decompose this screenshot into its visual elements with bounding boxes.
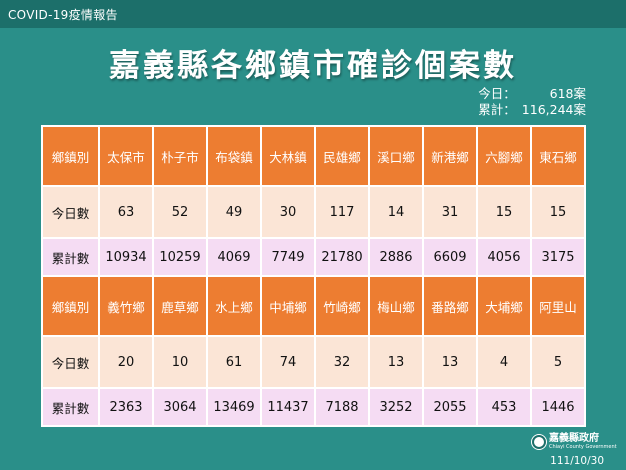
town-name-cell: 梅山鄉: [368, 275, 424, 337]
total-count-cell: 2363: [98, 387, 154, 427]
summary-today: 今日： 618案: [478, 86, 586, 102]
today-count-cell: 13: [422, 335, 478, 389]
today-count-cell: 10: [152, 335, 208, 389]
town-name-cell: 大林鎮: [260, 125, 316, 187]
today-count-cell: 15: [530, 185, 586, 239]
total-count-cell: 7749: [260, 237, 316, 277]
summary-total-value: 116,244案: [521, 102, 586, 117]
logo-name: 嘉義縣政府: [549, 433, 599, 444]
town-row-header: 鄉鎮別: [41, 275, 100, 337]
top-bar: COVID-19疫情報告: [0, 0, 626, 28]
today-count-cell: 14: [368, 185, 424, 239]
total-count-cell: 453: [476, 387, 532, 427]
today-count-cell: 5: [530, 335, 586, 389]
logo-text: 嘉義縣政府 Chiayi County Government: [549, 433, 617, 450]
town-name-cell: 義竹鄉: [98, 275, 154, 337]
report-label: COVID-19疫情報告: [8, 8, 118, 22]
county-seal-icon: [532, 434, 546, 449]
total-count-cell: 7188: [314, 387, 370, 427]
total-row: 累計數 10934 10259 4069 7749 21780 2886 6609 4056 31…: [41, 237, 586, 277]
today-row: 今日數 63 52 49 30 117 14 31 15 15: [41, 185, 586, 239]
summary-today-value: 618案: [549, 86, 586, 101]
total-count-cell: 10259: [152, 237, 208, 277]
town-row-header: 鄉鎮別: [41, 125, 100, 187]
today-count-cell: 61: [206, 335, 262, 389]
total-count-cell: 2886: [368, 237, 424, 277]
total-count-cell: 2055: [422, 387, 478, 427]
total-count-cell: 10934: [98, 237, 154, 277]
town-row: 鄉鎮別 義竹鄉 鹿草鄉 水上鄉 中埔鄉 竹崎鄉 梅山鄉 番路鄉 大埔鄉 阿里山: [41, 275, 586, 337]
today-count-cell: 30: [260, 185, 316, 239]
town-name-cell: 太保市: [98, 125, 154, 187]
total-count-cell: 1446: [530, 387, 586, 427]
total-row: 累計數 2363 3064 13469 11437 7188 3252 2055 453 1446: [41, 387, 586, 427]
total-row-header: 累計數: [41, 387, 100, 427]
logo-subtitle: Chiayi County Government: [549, 444, 617, 450]
today-count-cell: 31: [422, 185, 478, 239]
total-count-cell: 3175: [530, 237, 586, 277]
town-name-cell: 東石鄉: [530, 125, 586, 187]
town-name-cell: 阿里山: [530, 275, 586, 337]
town-name-cell: 民雄鄉: [314, 125, 370, 187]
today-count-cell: 52: [152, 185, 208, 239]
case-table: 鄉鎮別 太保市 朴子市 布袋鎮 大林鎮 民雄鄉 溪口鄉 新港鄉 六腳鄉 東石鄉 今日數 63 52 49 3…: [41, 125, 586, 427]
town-name-cell: 番路鄉: [422, 275, 478, 337]
total-count-cell: 3252: [368, 387, 424, 427]
town-row: 鄉鎮別 太保市 朴子市 布袋鎮 大林鎮 民雄鄉 溪口鄉 新港鄉 六腳鄉 東石鄉: [41, 125, 586, 187]
total-count-cell: 3064: [152, 387, 208, 427]
summary-today-label: 今日：: [478, 86, 516, 101]
total-count-cell: 11437: [260, 387, 316, 427]
town-name-cell: 朴子市: [152, 125, 208, 187]
town-name-cell: 布袋鎮: [206, 125, 262, 187]
town-name-cell: 中埔鄉: [260, 275, 316, 337]
today-count-cell: 32: [314, 335, 370, 389]
summary-total: 累計： 116,244案: [478, 102, 586, 118]
today-row: 今日數 20 10 61 74 32 13 13 4 5: [41, 335, 586, 389]
total-count-cell: 4069: [206, 237, 262, 277]
town-name-cell: 大埔鄉: [476, 275, 532, 337]
today-count-cell: 4: [476, 335, 532, 389]
total-count-cell: 21780: [314, 237, 370, 277]
report-date: 111/10/30: [550, 455, 604, 467]
summary-box: 今日： 618案 累計： 116,244案: [478, 86, 586, 118]
case-table-container: 鄉鎮別 太保市 朴子市 布袋鎮 大林鎮 民雄鄉 溪口鄉 新港鄉 六腳鄉 東石鄉 今日數 63 52 49 3…: [41, 125, 586, 427]
today-count-cell: 63: [98, 185, 154, 239]
town-name-cell: 新港鄉: [422, 125, 478, 187]
total-count-cell: 4056: [476, 237, 532, 277]
town-name-cell: 溪口鄉: [368, 125, 424, 187]
total-count-cell: 13469: [206, 387, 262, 427]
today-row-header: 今日數: [41, 185, 100, 239]
today-count-cell: 49: [206, 185, 262, 239]
town-name-cell: 竹崎鄉: [314, 275, 370, 337]
today-count-cell: 20: [98, 335, 154, 389]
today-row-header: 今日數: [41, 335, 100, 389]
town-name-cell: 水上鄉: [206, 275, 262, 337]
page-title: 嘉義縣各鄉鎮市確診個案數: [109, 48, 517, 84]
today-count-cell: 15: [476, 185, 532, 239]
today-count-cell: 13: [368, 335, 424, 389]
county-logo: 嘉義縣政府 Chiayi County Government: [532, 433, 617, 450]
case-table-body: 鄉鎮別 太保市 朴子市 布袋鎮 大林鎮 民雄鄉 溪口鄉 新港鄉 六腳鄉 東石鄉 今日數 63 52 49 3…: [41, 125, 586, 427]
town-name-cell: 鹿草鄉: [152, 275, 208, 337]
total-count-cell: 6609: [422, 237, 478, 277]
today-count-cell: 74: [260, 335, 316, 389]
today-count-cell: 117: [314, 185, 370, 239]
town-name-cell: 六腳鄉: [476, 125, 532, 187]
summary-total-label: 累計：: [478, 102, 516, 117]
total-row-header: 累計數: [41, 237, 100, 277]
